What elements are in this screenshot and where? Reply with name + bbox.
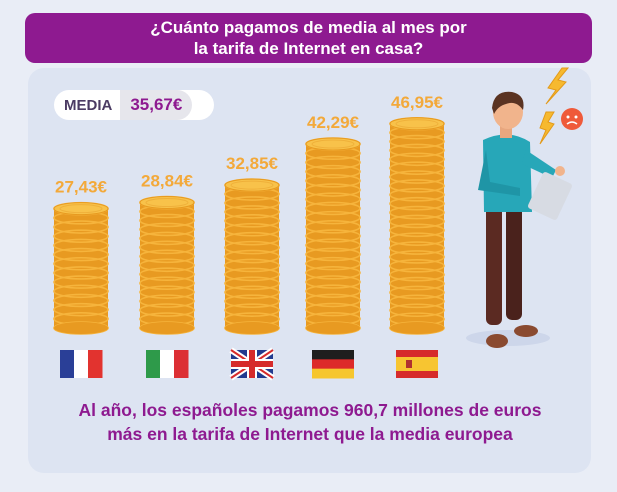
lightning-icon <box>545 67 570 105</box>
footer-line-1: Al año, los españoles pagamos 960,7 mill… <box>78 400 542 420</box>
media-badge: MEDIA 35,67€ <box>54 90 214 120</box>
coin-stack <box>139 195 195 335</box>
italy-flag <box>146 350 189 378</box>
coin-stack <box>305 137 361 335</box>
value-label: 27,43€ <box>55 178 108 197</box>
coin-stack <box>224 178 280 335</box>
title-line-2: la tarifa de Internet en casa? <box>193 39 424 58</box>
spain-flag <box>396 350 438 378</box>
value-label: 28,84€ <box>141 172 194 191</box>
coin-stack <box>389 116 445 335</box>
media-label: MEDIA <box>64 96 113 114</box>
germany-flag <box>312 350 354 379</box>
person-illustration <box>466 91 572 348</box>
footer-line-2: más en la tarifa de Internet que la medi… <box>107 424 513 444</box>
footer-note: Al año, los españoles pagamos 960,7 mill… <box>30 398 590 446</box>
uk-flag <box>229 347 275 381</box>
value-label: 32,85€ <box>226 154 279 173</box>
media-value: 35,67€ <box>120 90 193 120</box>
title-bar: ¿Cuánto pagamos de media al mes por la t… <box>25 13 592 63</box>
value-label: 42,29€ <box>307 113 360 132</box>
title-line-1: ¿Cuánto pagamos de media al mes por <box>150 18 467 37</box>
france-flag <box>60 350 103 378</box>
lightning-icon <box>539 111 555 145</box>
value-label: 46,95€ <box>391 93 444 112</box>
coin-stack <box>53 201 109 335</box>
angry-face-icon <box>561 108 583 130</box>
